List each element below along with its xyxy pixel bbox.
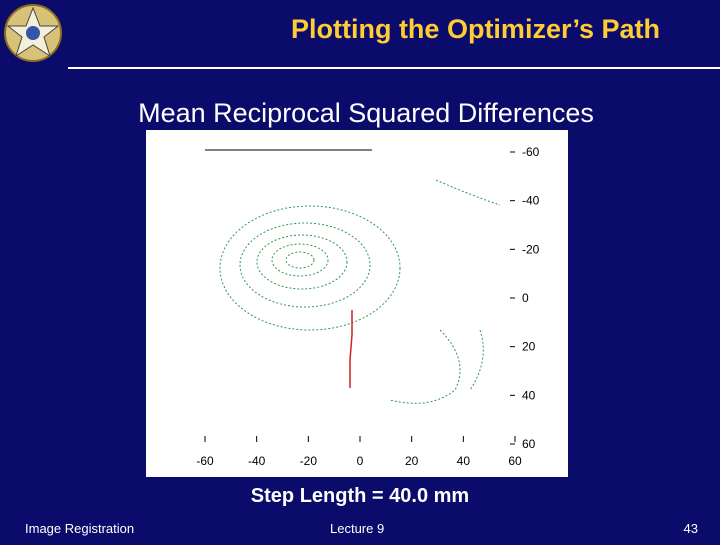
slide-title: Plotting the Optimizer’s Path bbox=[291, 14, 660, 44]
x-tick-label: 20 bbox=[405, 454, 419, 468]
footer-center: Lecture 9 bbox=[330, 521, 384, 536]
footer-left: Image Registration bbox=[25, 521, 134, 536]
x-tick-label: 60 bbox=[508, 454, 522, 468]
figure-caption: Step Length = 40.0 mm bbox=[251, 485, 469, 507]
x-tick-label: 40 bbox=[457, 454, 471, 468]
figure-background bbox=[146, 130, 568, 477]
y-tick-label: -60 bbox=[522, 145, 540, 159]
x-tick-label: -40 bbox=[248, 454, 266, 468]
optimizer-path bbox=[349, 310, 353, 388]
y-tick-label: -40 bbox=[522, 194, 540, 208]
x-tick-label: 0 bbox=[357, 454, 364, 468]
y-tick-label: 0 bbox=[522, 291, 529, 305]
y-tick-label: 20 bbox=[522, 340, 536, 354]
logo bbox=[4, 4, 62, 62]
y-tick-label: 40 bbox=[522, 388, 536, 402]
y-tick-label: 60 bbox=[522, 437, 536, 451]
page-number: 43 bbox=[684, 521, 698, 536]
y-tick-label: -20 bbox=[522, 242, 540, 256]
axis-ticks: -60 -40 -20 0 20 40 60 -60 -40 -20 0 20 40 60 bbox=[196, 145, 539, 468]
x-tick-label: -60 bbox=[196, 454, 214, 468]
slide-subtitle: Mean Reciprocal Squared Differences bbox=[138, 98, 594, 128]
x-tick-label: -20 bbox=[300, 454, 318, 468]
contours bbox=[219, 179, 501, 404]
